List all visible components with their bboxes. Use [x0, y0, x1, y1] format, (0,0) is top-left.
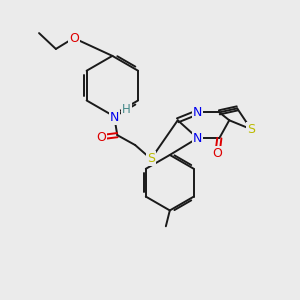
Text: S: S — [147, 152, 155, 165]
Text: N: N — [193, 132, 202, 145]
Text: S: S — [247, 123, 255, 136]
Text: O: O — [212, 148, 222, 160]
Text: H: H — [122, 103, 130, 116]
Text: N: N — [193, 106, 202, 119]
Text: N: N — [110, 111, 119, 124]
Text: O: O — [69, 32, 79, 44]
Text: O: O — [97, 130, 106, 144]
